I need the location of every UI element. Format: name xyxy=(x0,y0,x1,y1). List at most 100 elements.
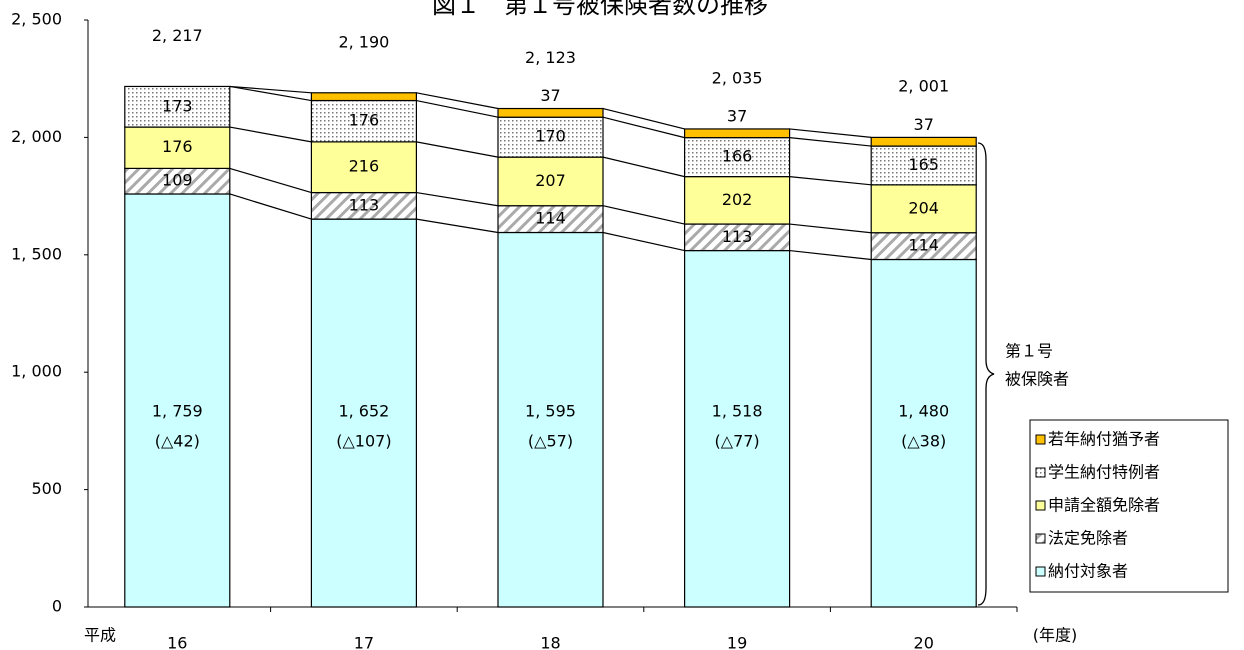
legend-swatch xyxy=(1035,467,1046,478)
data-label: 37 xyxy=(540,86,560,105)
legend-swatch xyxy=(1035,533,1046,544)
data-label: 176 xyxy=(162,137,193,156)
x-tick-label: 19 xyxy=(727,634,747,650)
legend-swatch xyxy=(1035,566,1046,577)
legend-label: 若年納付猶予者 xyxy=(1048,430,1160,449)
bar-segment xyxy=(124,85,231,128)
x-tick-label: 17 xyxy=(354,634,374,650)
legend-label: 法定免除者 xyxy=(1048,529,1128,548)
legend-swatch xyxy=(1035,434,1046,445)
data-label: 1, 518 xyxy=(712,402,763,421)
bar-segment xyxy=(870,232,977,261)
data-label: 114 xyxy=(535,209,566,228)
legend-label: 納付対象者 xyxy=(1048,562,1128,581)
legend-label: 学生納付特例者 xyxy=(1048,463,1160,482)
bar-segment xyxy=(310,218,417,608)
connector xyxy=(789,128,872,138)
data-label: 109 xyxy=(162,171,193,190)
x-tick-label: 20 xyxy=(914,634,934,650)
bar-segment xyxy=(310,99,417,143)
data-label: 170 xyxy=(535,127,566,146)
connector xyxy=(789,249,872,261)
bar-segment xyxy=(310,141,417,194)
connector xyxy=(789,137,872,147)
bar-segment xyxy=(310,191,417,220)
data-label: 165 xyxy=(908,155,939,174)
data-label: 114 xyxy=(908,236,939,255)
connector xyxy=(416,99,499,118)
y-tick-label: 2, 500 xyxy=(11,10,62,29)
x-prefix: 平成 xyxy=(84,626,116,645)
connector xyxy=(416,141,499,158)
bar-segment xyxy=(497,107,604,118)
change-label: (△57) xyxy=(528,432,573,451)
bar-segment xyxy=(497,231,604,608)
total-label: 2, 123 xyxy=(525,48,576,67)
change-label: (△107) xyxy=(336,432,391,451)
data-label: 207 xyxy=(535,171,566,190)
legend-swatch xyxy=(1035,500,1046,511)
bar-segment xyxy=(124,167,231,195)
x-unit: (年度) xyxy=(1033,626,1078,645)
connector xyxy=(602,156,685,178)
bar-segment xyxy=(310,92,417,102)
change-label: (△42) xyxy=(155,432,200,451)
connector xyxy=(789,176,872,186)
total-label: 2, 001 xyxy=(898,77,949,96)
connector xyxy=(229,85,312,94)
y-tick-label: 2, 000 xyxy=(11,127,62,146)
brace xyxy=(977,142,995,606)
bar-segment xyxy=(497,116,604,158)
data-label: 1, 480 xyxy=(898,402,949,421)
data-label: 1, 759 xyxy=(152,402,203,421)
x-tick-label: 16 xyxy=(167,634,187,650)
y-tick-label: 0 xyxy=(52,597,62,616)
data-label: 113 xyxy=(722,227,753,246)
bar-segment xyxy=(124,193,231,608)
data-label: 1, 595 xyxy=(525,402,576,421)
bar-segment xyxy=(683,249,791,608)
data-label: 37 xyxy=(914,115,934,134)
data-label: 173 xyxy=(162,96,193,115)
data-label: 176 xyxy=(349,111,380,130)
bar-segment xyxy=(683,223,791,252)
connector xyxy=(602,205,685,225)
bar-segment xyxy=(683,137,791,178)
legend xyxy=(1029,419,1229,593)
connector xyxy=(602,107,685,130)
connector xyxy=(416,92,499,110)
data-label: 37 xyxy=(727,106,747,125)
y-tick-label: 1, 500 xyxy=(11,244,62,263)
connector xyxy=(416,218,499,234)
data-label: 204 xyxy=(908,198,939,217)
bar-segment xyxy=(497,205,604,234)
legend-label: 申請全額免除者 xyxy=(1048,496,1160,515)
connector xyxy=(229,126,312,143)
connector xyxy=(789,223,872,234)
bar-segment xyxy=(870,184,977,234)
data-label: 216 xyxy=(349,157,380,176)
data-label: 202 xyxy=(722,190,753,209)
connector xyxy=(416,191,499,207)
total-label: 2, 190 xyxy=(338,32,389,51)
connector xyxy=(229,167,312,194)
connector xyxy=(602,231,685,252)
brace-label: 第１号 xyxy=(1005,342,1053,361)
bar-segment xyxy=(870,136,977,147)
bar-segment xyxy=(683,128,791,139)
connector xyxy=(229,85,312,102)
total-label: 2, 217 xyxy=(152,26,203,45)
brace-label: 被保険者 xyxy=(1005,370,1069,389)
y-tick-label: 1, 000 xyxy=(11,362,62,381)
connector xyxy=(229,193,312,220)
bar-segment xyxy=(497,156,604,207)
y-tick-label: 500 xyxy=(31,479,62,498)
total-label: 2, 035 xyxy=(712,69,763,88)
x-tick-label: 18 xyxy=(540,634,560,650)
data-label: 113 xyxy=(349,195,380,214)
data-label: 166 xyxy=(722,147,753,166)
bar-segment xyxy=(683,176,791,225)
chart-title: 図１ 第１号被保険者数の推移 xyxy=(432,0,768,19)
data-label: 1, 652 xyxy=(338,402,389,421)
